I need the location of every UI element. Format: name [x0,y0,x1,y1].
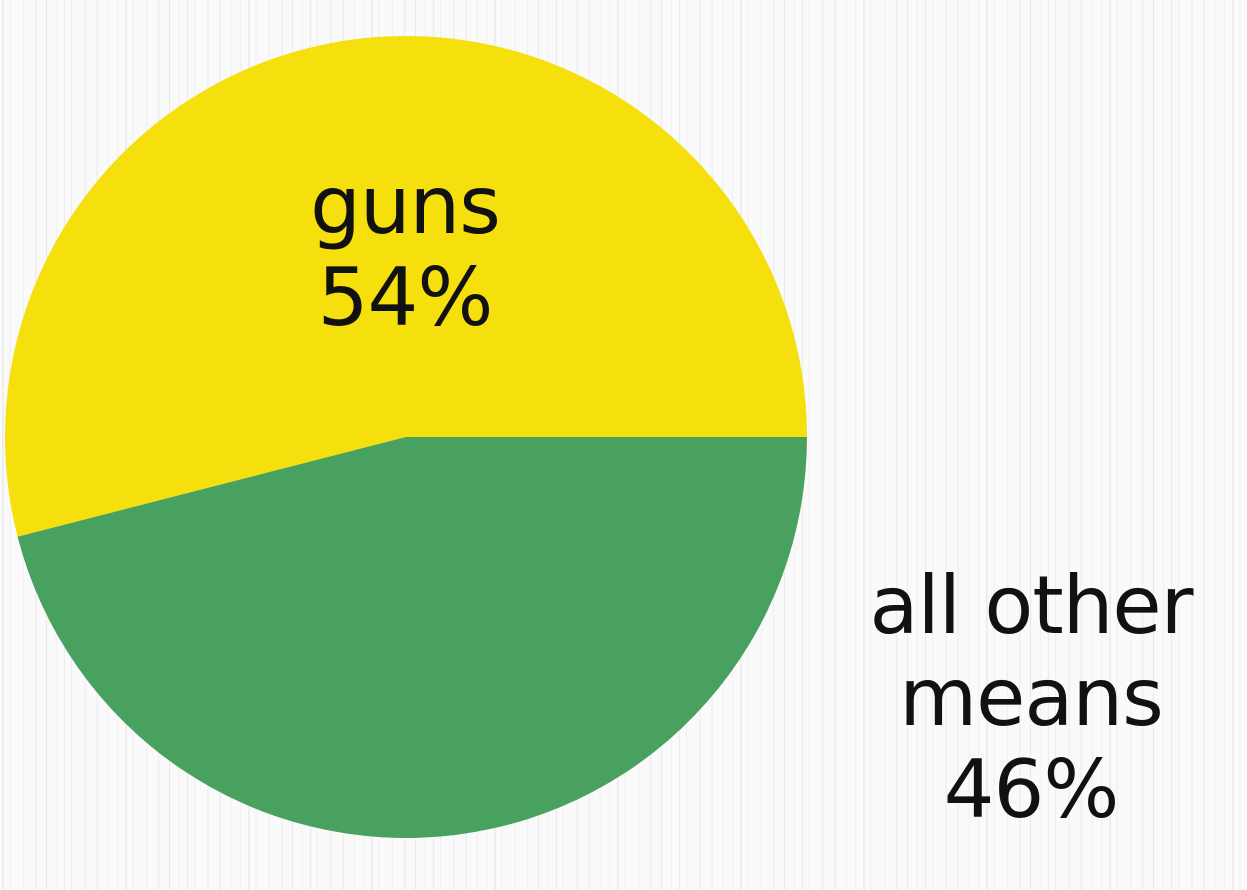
slice-label-guns-value: 54% [317,251,494,344]
slice-label-all-other-means-line-2: means [899,651,1164,744]
slice-label-guns: guns 54% [250,160,560,344]
pie-slice-guns [5,35,808,537]
pie-slice-all-other-means [17,437,808,838]
slice-label-all-other-means: all other means 46% [815,560,1247,836]
slice-label-all-other-means-line-1: all other [869,559,1193,652]
slice-label-guns-name: guns [310,159,501,252]
slice-label-all-other-means-value: 46% [943,743,1120,836]
